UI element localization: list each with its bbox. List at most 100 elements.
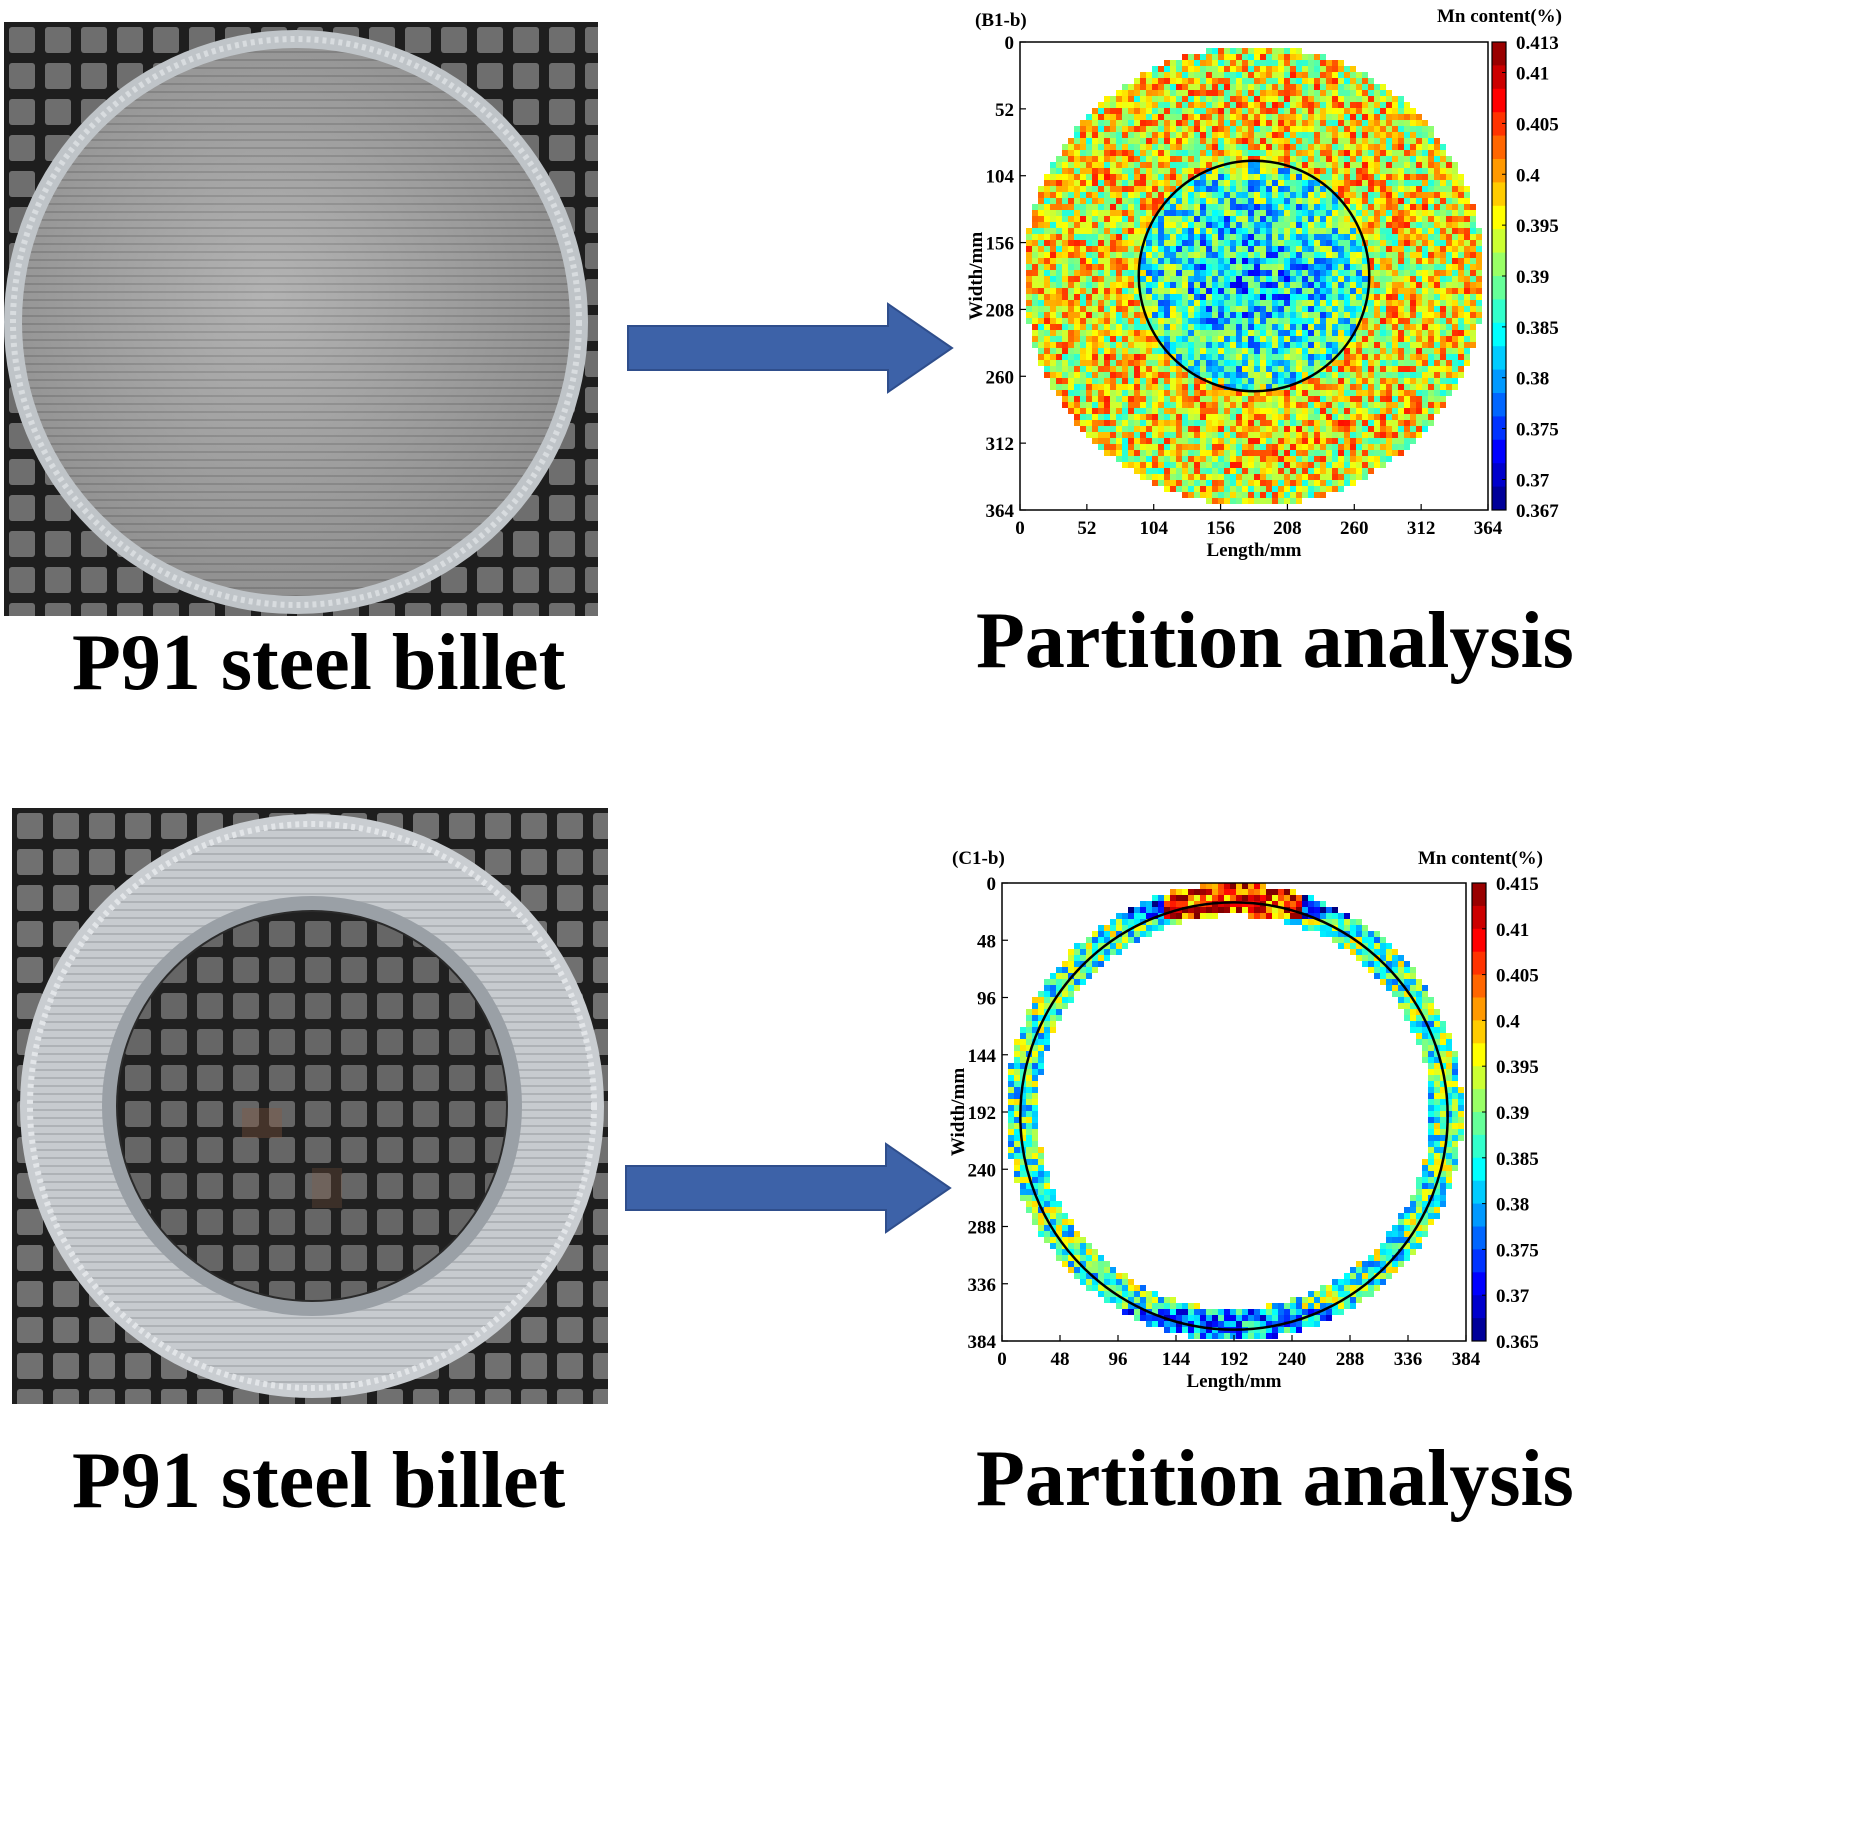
y-tick-label: 240 [968,1160,997,1181]
colorbar-tick-label: 0.37 [1496,1286,1530,1307]
x-tick-label: 144 [1162,1349,1191,1370]
y-axis-label: Width/mm [948,1068,969,1157]
colorbar-segment [1492,135,1506,160]
y-tick-label: 260 [986,367,1015,388]
colorbar-segment [1492,205,1506,230]
billet-photo-ring [12,808,608,1404]
x-axis-label: Length/mm [1187,1371,1282,1392]
colorbar-segment [1472,1203,1486,1227]
y-tick-label: 312 [986,434,1015,455]
x-tick-label: 192 [1220,1349,1249,1370]
x-axis-label: Length/mm [1207,540,1302,561]
colorbar-segment [1472,1272,1486,1296]
x-tick-label: 104 [1139,518,1168,539]
colorbar-title: Mn content(%) [1418,848,1543,869]
colorbar-tick-label: 0.41 [1496,920,1529,941]
colorbar-segment [1492,486,1506,511]
colorbar-tick-label: 0.405 [1496,966,1539,987]
colorbar-segment [1472,1089,1486,1113]
x-tick-label: 336 [1394,1349,1423,1370]
annotation-circle [1137,159,1371,393]
y-tick-label: 104 [986,167,1015,188]
arrow-right-icon [625,1142,952,1234]
colorbar-segment [1492,159,1506,183]
colorbar-segment [1492,322,1506,347]
x-tick-label: 240 [1278,1349,1307,1370]
colorbar-segment [1472,1318,1486,1342]
colorbar-segment [1472,951,1486,976]
colorbar-tick-label: 0.39 [1516,267,1549,288]
x-tick-label: 312 [1407,518,1436,539]
colorbar-segment [1492,369,1506,394]
y-tick-label: 48 [977,931,996,952]
colorbar-tick-label: 0.365 [1496,1332,1539,1353]
analysis-caption-top: Partition analysis [976,597,1574,685]
colorbar-segment [1472,1157,1486,1182]
colorbar-tick-label: 0.37 [1516,470,1550,491]
x-tick-label: 288 [1336,1349,1365,1370]
colorbar-segment [1472,1180,1486,1205]
x-tick-label: 364 [1474,518,1503,539]
colorbar-tick-label: 0.415 [1496,874,1539,895]
colorbar-segment [1492,439,1506,464]
y-tick-label: 156 [986,234,1015,255]
colorbar-tick-label: 0.375 [1516,420,1559,441]
colorbar-tick-label: 0.39 [1496,1103,1529,1124]
colorbar-segment [1492,346,1506,371]
y-tick-label: 384 [968,1332,997,1353]
colorbar-segment [1472,1043,1486,1067]
x-tick-label: 96 [1109,1349,1128,1370]
colorbar-tick-label: 0.367 [1516,501,1559,522]
colorbar-segment [1492,112,1506,137]
colorbar-tick-label: 0.38 [1516,369,1549,390]
colorbar-tick-label: 0.395 [1516,216,1559,237]
x-tick-label: 52 [1077,518,1096,539]
colorbar-segment [1492,276,1506,300]
billet-photo-solid [4,22,598,616]
colorbar-segment [1472,928,1486,953]
y-tick-label: 288 [968,1218,997,1239]
colorbar-tick-label: 0.395 [1496,1057,1539,1078]
colorbar-tick-label: 0.413 [1516,33,1559,54]
colorbar-segment [1492,42,1506,66]
colorbar-tick-label: 0.4 [1496,1011,1520,1032]
colorbar-segment [1492,416,1506,441]
y-axis-label: Width/mm [966,232,987,321]
axes-frame [1019,41,1489,511]
colorbar-tick-label: 0.4 [1516,165,1540,186]
colorbar-segment [1472,1249,1486,1273]
billet-photo-solid-image [4,22,598,616]
colorbar-segment [1472,1020,1486,1044]
x-tick-label: 156 [1206,518,1235,539]
photo-caption-bottom: P91 steel billet [72,1437,566,1525]
colorbar-segment [1472,1226,1486,1250]
photo-caption-top: P91 steel billet [72,619,566,707]
y-tick-label: 364 [986,501,1015,522]
heatmap-cells [1026,48,1482,504]
heatmap-cells [1008,883,1464,1339]
y-tick-label: 336 [968,1275,997,1296]
colorbar-segment [1472,905,1486,930]
y-tick-label: 96 [977,989,996,1010]
arrow-right-icon [627,302,954,394]
annotation-circle [1019,901,1449,1331]
y-tick-label: 0 [1005,33,1015,54]
x-tick-label: 48 [1051,1349,1070,1370]
colorbar-tick-label: 0.405 [1516,114,1559,135]
colorbar-tick-label: 0.41 [1516,64,1549,85]
colorbar-segment [1472,997,1486,1021]
colorbar-segment [1472,1295,1486,1319]
colorbar-segment [1472,974,1486,998]
billet-photo-ring-image [12,808,608,1404]
colorbar-tick-label: 0.38 [1496,1195,1529,1216]
colorbar-tick-label: 0.385 [1496,1149,1539,1170]
x-tick-label: 0 [1015,518,1025,539]
x-tick-label: 384 [1452,1349,1481,1370]
analysis-caption-bottom: Partition analysis [976,1435,1574,1523]
y-tick-label: 208 [986,300,1015,321]
panel-label: (C1-b) [952,848,1005,869]
colorbar-segment [1492,88,1506,113]
colorbar-segment [1492,463,1506,488]
